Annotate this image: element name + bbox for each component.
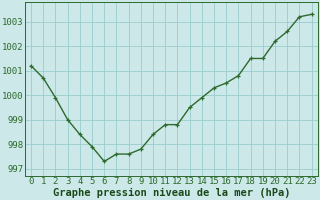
- X-axis label: Graphe pression niveau de la mer (hPa): Graphe pression niveau de la mer (hPa): [52, 188, 290, 198]
